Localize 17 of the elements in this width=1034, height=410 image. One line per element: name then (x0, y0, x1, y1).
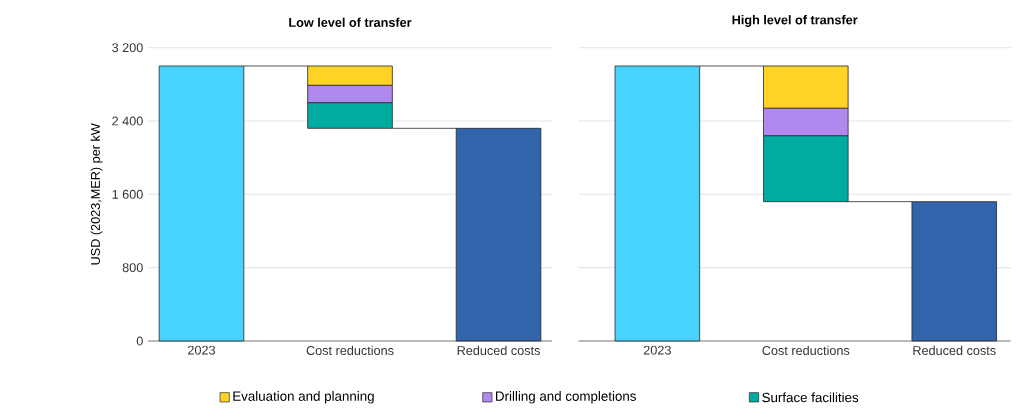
legend-label: Drilling and completions (496, 391, 636, 404)
y-axis-title: USD (2023,MER) per kW (90, 123, 103, 265)
x-tick-label: Reduced costs (457, 345, 540, 355)
x-tick-label: 2023 (643, 345, 671, 355)
y-tick-label: 1 600 (112, 189, 143, 199)
chart-title: Low level of transfer (289, 17, 412, 27)
x-tick-label: Reduced costs (913, 345, 996, 355)
chart-title: High level of transfer (732, 15, 858, 27)
legend-label: Evaluation and planning (233, 391, 374, 404)
x-tick-label: Cost reductions (762, 345, 850, 355)
x-tick-label: Cost reductions (306, 345, 394, 355)
y-tick-label: 800 (122, 263, 143, 273)
legend-label: Surface facilities (762, 392, 859, 403)
y-tick-label: 2 400 (112, 116, 143, 126)
x-tick-label: 2023 (188, 345, 216, 355)
y-tick-label: 0 (136, 336, 143, 346)
y-tick-label: 3 200 (112, 43, 143, 53)
